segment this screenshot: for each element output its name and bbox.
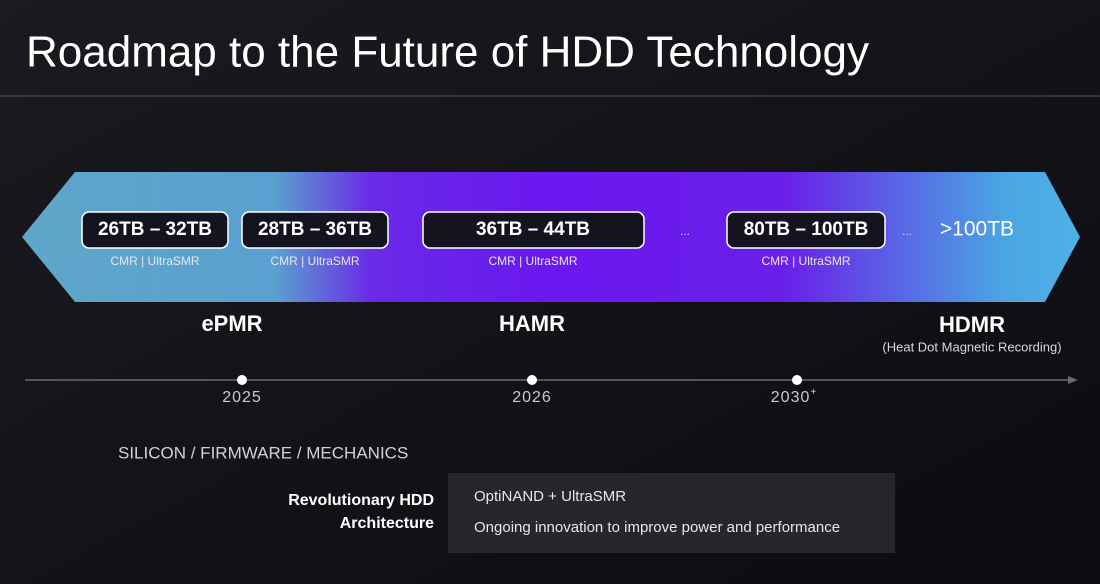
- foundation-label: Revolutionary HDD: [288, 492, 434, 509]
- capacity-box: [726, 211, 886, 249]
- capacity-sub: CMR | UltraSMR: [270, 254, 359, 268]
- timeline-dot: [527, 375, 537, 385]
- capacity-label: 26TB – 32TB: [98, 219, 212, 240]
- year: 2026: [512, 389, 552, 406]
- year: 2025: [222, 389, 262, 406]
- capacity-label: >100TB: [940, 218, 1014, 241]
- capacity-sub: CMR | UltraSMR: [110, 254, 199, 268]
- capacity-box: [81, 211, 229, 249]
- years: 2025 2026 2030+: [222, 387, 817, 407]
- capacity-label: 80TB – 100TB: [744, 219, 869, 240]
- capacity-sub: CMR | UltraSMR: [488, 254, 577, 268]
- foundation-item: OptiNAND + UltraSMR: [474, 488, 626, 505]
- technology: HAMR: [499, 311, 565, 336]
- capacity-box: [241, 211, 389, 249]
- capacity-box: [422, 211, 645, 249]
- capacity-label: 28TB – 36TB: [258, 219, 372, 240]
- technology-note: (Heat Dot Magnetic Recording): [882, 339, 1061, 354]
- year-text: 2030: [771, 389, 811, 406]
- foundation-item: Ongoing innovation to improve power and …: [474, 519, 840, 536]
- ellipsis: ...: [902, 224, 912, 238]
- foundation-heading: SILICON / FIRMWARE / MECHANICS: [118, 443, 408, 462]
- title: Roadmap to the Future of HDD Technology: [26, 28, 869, 77]
- year: 2030+: [771, 387, 817, 407]
- year-suffix: +: [810, 387, 817, 398]
- timeline-dot: [237, 375, 247, 385]
- timeline-arrow: [1068, 376, 1078, 384]
- foundation-label: Architecture: [340, 515, 434, 532]
- capacity-sub: CMR | UltraSMR: [761, 254, 850, 268]
- timeline-dot: [792, 375, 802, 385]
- ellipsis: ...: [680, 224, 690, 238]
- technology: HDMR: [939, 312, 1005, 337]
- foundation-box: [448, 473, 895, 553]
- capacity-label: 36TB – 44TB: [476, 219, 590, 240]
- technologies: ePMR HAMR HDMR: [201, 311, 1005, 337]
- technology: ePMR: [201, 311, 262, 336]
- capacity-subs: CMR | UltraSMR CMR | UltraSMR CMR | Ultr…: [110, 254, 850, 268]
- capacity-boxes: 26TB – 32TB 28TB – 36TB 36TB – 44TB 80TB…: [81, 211, 1014, 249]
